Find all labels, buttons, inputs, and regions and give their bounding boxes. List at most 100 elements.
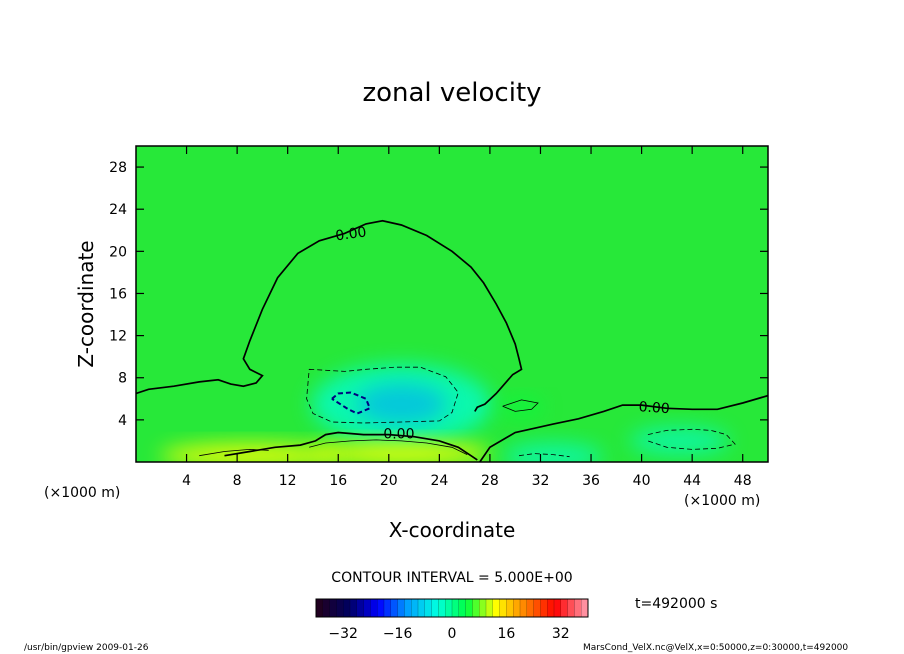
- x-tick-label: 20: [380, 473, 398, 489]
- y-tick-label: 24: [109, 202, 127, 218]
- x-tick-label: 12: [279, 473, 297, 489]
- contour-positive: [199, 448, 269, 457]
- colorbar-cell: [567, 599, 575, 617]
- contour-positive: [502, 399, 539, 412]
- x-unit-label-left: (×1000 m): [44, 485, 120, 501]
- contour-negative: [331, 391, 372, 415]
- x-axis-label: X-coordinate: [389, 518, 516, 542]
- contour-negative: [306, 366, 459, 424]
- colorbar-cell: [411, 599, 419, 617]
- field-blob: [629, 426, 730, 455]
- colorbar-tick-label: 0: [448, 626, 457, 642]
- contour-label: 0.00: [638, 399, 670, 417]
- colorbar-cell: [520, 599, 528, 617]
- colorbar-cell: [560, 599, 569, 617]
- colorbar-cell: [438, 599, 446, 617]
- colorbar-cell: [472, 599, 480, 617]
- x-axis: 4 8 12 16 20 24 28 32 36 40 44 48: [182, 146, 752, 489]
- colorbar-cell: [533, 599, 541, 617]
- colorbar-cell: [356, 599, 365, 617]
- contour-interval: CONTOUR INTERVAL = 5.000E+00: [331, 570, 572, 586]
- y-axis-label: Z-coordinate: [74, 240, 98, 367]
- colorbar-cell: [322, 599, 331, 617]
- colorbar-cell: [384, 599, 392, 617]
- y-tick-label: 16: [109, 286, 127, 302]
- colorbar-tick-label: 32: [552, 626, 570, 642]
- colorbar-cell: [445, 599, 453, 617]
- y-tick-label: 12: [109, 329, 127, 345]
- colorbar-cell: [316, 599, 324, 617]
- colorbar-cell: [513, 599, 521, 617]
- field-blob: [356, 384, 447, 425]
- contour-labels: 0.00 0.00 0.00: [334, 224, 670, 442]
- x-tick-label: 36: [582, 473, 600, 489]
- y-tick-label: 8: [118, 371, 127, 387]
- x-tick-label: 40: [633, 473, 651, 489]
- colorbar-cell: [479, 599, 487, 617]
- colorbar-cell: [574, 599, 582, 617]
- colorbar-cell: [492, 599, 501, 617]
- colorbar-cell: [397, 599, 405, 617]
- time-label: t=492000 s: [635, 596, 717, 612]
- colorbar-tick-label: −16: [383, 626, 413, 642]
- contour-lines: [136, 219, 768, 462]
- colorbar-cell: [329, 599, 337, 617]
- x-tick-label: 44: [683, 473, 701, 489]
- y-tick-label: 28: [109, 160, 127, 176]
- x-tick-label: 32: [532, 473, 550, 489]
- y-axis: 4 8 12 16 20 24 28: [109, 160, 768, 429]
- contour-label: 0.00: [334, 224, 367, 244]
- x-tick-label: 28: [481, 473, 499, 489]
- colorbar-tick-label: 16: [497, 626, 515, 642]
- colorbar-cell: [581, 599, 589, 617]
- colorbar-cell: [458, 599, 467, 617]
- contour-negative: [518, 453, 570, 458]
- colorbar-cell: [431, 599, 439, 617]
- colorbar-cell: [499, 599, 507, 617]
- colorbar-cell: [452, 599, 460, 617]
- x-tick-label: 24: [430, 473, 448, 489]
- colorbar-cell: [547, 599, 555, 617]
- colorbar: −32 −16 0 16 32: [315, 598, 589, 642]
- color-field: [159, 364, 730, 462]
- contour-zero: [224, 431, 478, 461]
- y-tick-label: 20: [109, 244, 127, 260]
- contour-zero: [479, 394, 768, 462]
- contour-negative: [647, 428, 736, 450]
- plot-area: 0.000.000.00 4 8 12 16 20 24 28 32 36 40 44 48 4812…: [109, 145, 769, 489]
- colorbar-cell: [350, 599, 358, 617]
- colorbar-cell: [390, 599, 399, 617]
- colorbar-cell: [506, 599, 514, 617]
- colorbar-cell: [377, 599, 385, 617]
- colorbar-cell: [540, 599, 548, 617]
- footer-left: /usr/bin/gpview 2009-01-26: [24, 643, 149, 653]
- colorbar-cell: [465, 599, 473, 617]
- colorbar-cell: [370, 599, 378, 617]
- field-blob: [503, 442, 604, 462]
- chart-title: zonal velocity: [362, 78, 541, 108]
- colorbar-cell: [424, 599, 433, 617]
- colorbar-cell: [343, 599, 351, 617]
- colorbar-cell: [526, 599, 535, 617]
- x-tick-label: 48: [734, 473, 752, 489]
- colorbar-tick-label: −32: [328, 626, 358, 642]
- plot-frame: [135, 145, 769, 463]
- x-tick-label: 16: [329, 473, 347, 489]
- colorbar-cell: [486, 599, 494, 617]
- colorbar-frame: [315, 598, 589, 618]
- colorbar-cell: [418, 599, 426, 617]
- field-blob: [159, 443, 340, 462]
- colorbar-cell: [554, 599, 562, 617]
- footer-right: MarsCond_VelX.nc@VelX,x=0:50000,z=0:3000…: [583, 643, 848, 653]
- contour-positive: [309, 439, 468, 455]
- colorbar-cell: [336, 599, 344, 617]
- x-unit-label-right: (×1000 m): [684, 493, 760, 509]
- colorbar-cell: [404, 599, 412, 617]
- contour-label: 0.00: [383, 427, 414, 443]
- colorbar-cell: [363, 599, 371, 617]
- contour-zero: [136, 219, 523, 412]
- y-tick-label: 4: [118, 413, 127, 429]
- x-tick-label: 4: [182, 473, 191, 489]
- x-tick-label: 8: [233, 473, 242, 489]
